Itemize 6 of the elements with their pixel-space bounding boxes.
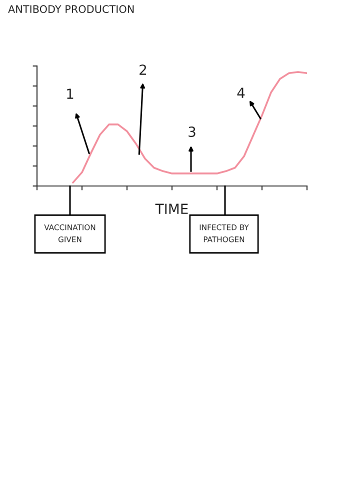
x-axis-title: TIME — [155, 204, 188, 214]
chart-title: ANTIBODY PRODUCTION — [8, 5, 134, 14]
annotation: 3 — [188, 126, 196, 138]
annotation: 4 — [237, 88, 245, 98]
annotation: 1 — [67, 88, 74, 99]
annotation: 2 — [140, 64, 146, 75]
